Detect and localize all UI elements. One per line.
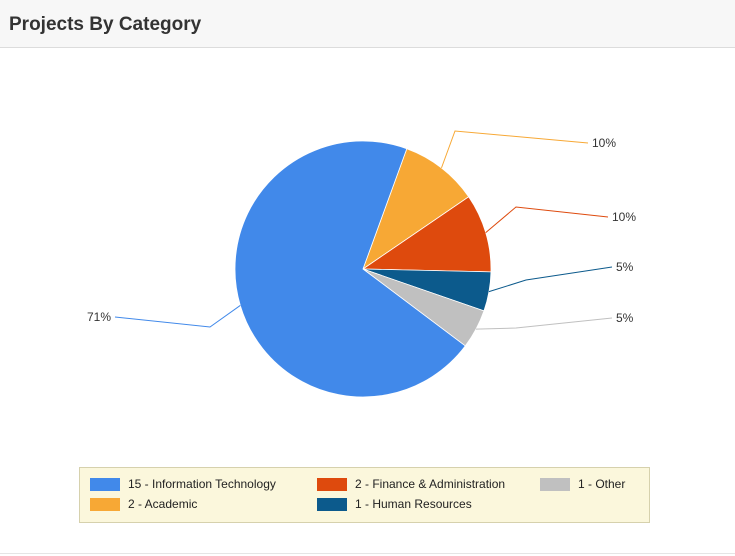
leader-lines: [114, 130, 613, 330]
leader-line: [441, 130, 589, 169]
legend-label: 2 - Finance & Administration: [355, 477, 506, 491]
legend-label: 1 - Other: [578, 477, 626, 491]
leader-line: [488, 266, 613, 293]
data-label: 10%: [592, 136, 616, 150]
panel-title: Projects By Category: [9, 14, 202, 35]
data-label: 5%: [616, 260, 634, 274]
data-label: 71%: [87, 310, 111, 324]
panel-divider: [0, 553, 735, 554]
pie-slice-academic[interactable]: [362, 148, 470, 271]
data-label: 5%: [616, 311, 634, 325]
legend-item[interactable]: 15 - Information Technology: [90, 477, 276, 491]
legend-label: 15 - Information Technology: [128, 477, 276, 491]
leader-line: [485, 206, 609, 233]
panel-header: Projects By Category: [0, 0, 735, 48]
legend-item[interactable]: 1 - Human Resources: [317, 497, 472, 511]
legend-swatch: [90, 477, 120, 491]
legend-item[interactable]: 1 - Other: [540, 477, 625, 491]
legend-swatch: [90, 497, 120, 511]
data-label: 10%: [612, 210, 636, 224]
data-labels: 10% 10% 5% 5% 71%: [87, 136, 636, 325]
leader-line: [475, 317, 613, 330]
pie-slices: [234, 140, 492, 398]
legend-swatch: [540, 477, 570, 491]
legend-swatch: [317, 497, 347, 511]
pie-chart: 10% 10% 5% 5% 71%: [87, 130, 636, 398]
legend: 15 - Information Technology 2 - Finance &…: [79, 467, 650, 523]
legend-swatch: [317, 477, 347, 491]
legend-label: 2 - Academic: [128, 497, 198, 511]
pie-slice-finance-administration[interactable]: [361, 196, 492, 273]
pie-slice-information-technology[interactable]: [234, 140, 466, 398]
legend-item[interactable]: 2 - Finance & Administration: [317, 477, 505, 491]
leader-line: [114, 305, 241, 328]
legend-item[interactable]: 2 - Academic: [90, 497, 197, 511]
legend-label: 1 - Human Resources: [355, 497, 472, 511]
